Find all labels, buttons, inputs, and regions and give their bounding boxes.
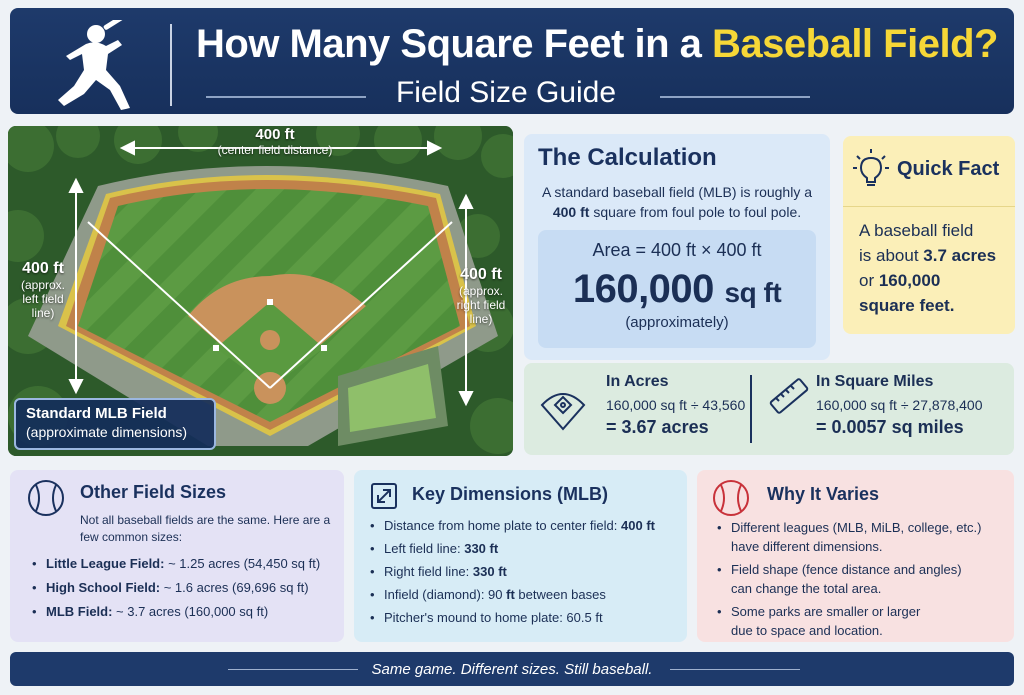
page-title: How Many Square Feet in a Baseball Field… xyxy=(196,22,998,66)
baseball-icon xyxy=(713,480,749,516)
left-dimension: 400 ft (approx. left field line) xyxy=(20,260,66,320)
why-it-varies-list: Different leagues (MLB, MiLB, college, e… xyxy=(717,518,1007,640)
area-formula: Area = 400 ft × 400 ft xyxy=(592,240,762,260)
ruler-icon xyxy=(769,378,809,414)
expand-arrows-icon xyxy=(371,483,397,509)
title-accent: Baseball Field? xyxy=(712,22,998,66)
quick-fact-card: Quick Fact A baseball field is about 3.7… xyxy=(843,136,1015,334)
key-dimensions-title: Key Dimensions (MLB) xyxy=(412,484,609,504)
field-photo-caption: Standard MLB Field (approximate dimensio… xyxy=(14,398,216,450)
header-banner: How Many Square Feet in a Baseball Field… xyxy=(10,8,1014,114)
list-item: Different leagues (MLB, MiLB, college, e… xyxy=(717,518,1007,556)
conversions-card: In Acres 160,000 sq ft ÷ 43,560 = 3.67 a… xyxy=(524,363,1014,455)
list-item: Pitcher's mound to home plate: 60.5 ft xyxy=(370,608,682,628)
calculation-card: The Calculation A standard baseball fiel… xyxy=(524,134,830,360)
list-item: Right field line: 330 ft xyxy=(370,562,682,582)
conversion-divider xyxy=(750,375,752,443)
area-result-note: (approximately) xyxy=(625,314,729,331)
list-item: Distance from home plate to center field… xyxy=(370,516,682,536)
list-item: Left field line: 330 ft xyxy=(370,539,682,559)
list-item: Infield (diamond): 90 ft between bases xyxy=(370,585,682,605)
calculation-title: The Calculation xyxy=(538,144,717,171)
subtitle-rule-left xyxy=(206,96,366,98)
list-item: Field shape (fence distance and angles)c… xyxy=(717,560,1007,598)
quick-fact-rule xyxy=(843,206,1015,207)
area-result: 160,000 sq ft xyxy=(572,267,782,311)
page-subtitle: Field Size Guide xyxy=(395,76,617,109)
key-dimensions-card: Key Dimensions (MLB) Distance from home … xyxy=(354,470,687,642)
field-photo: 400 ft (center field distance) 400 ft (a… xyxy=(8,126,513,456)
calculation-description: A standard baseball field (MLB) is rough… xyxy=(541,184,813,220)
other-field-sizes-title: Other Field Sizes xyxy=(80,482,227,502)
list-item: MLB Field: ~ 3.7 acres (160,000 sq ft) xyxy=(32,602,338,622)
calculation-result-box: Area = 400 ft × 400 ft 160,000 sq ft (ap… xyxy=(538,230,816,348)
why-it-varies-title: Why It Varies xyxy=(767,484,880,504)
lightbulb-icon xyxy=(853,149,889,186)
quick-fact-text: A baseball field is about 3.7 acres or 1… xyxy=(859,221,997,315)
other-field-sizes-note: Not all baseball fields are the same. He… xyxy=(80,513,331,544)
field-sizes-list: Little League Field: ~ 1.25 acres (54,45… xyxy=(32,554,338,622)
footer-rule-left xyxy=(228,669,358,670)
batter-silhouette-icon xyxy=(58,20,146,110)
square-miles-conversion: In Square Miles 160,000 sq ft ÷ 27,878,4… xyxy=(816,373,983,437)
acres-conversion: In Acres 160,000 sq ft ÷ 43,560 = 3.67 a… xyxy=(606,373,746,437)
list-item: Little League Field: ~ 1.25 acres (54,45… xyxy=(32,554,338,574)
key-dimensions-list: Distance from home plate to center field… xyxy=(370,516,682,628)
right-dimension: 400 ft (approx. right field line) xyxy=(456,266,506,326)
header-divider xyxy=(170,24,172,106)
quick-fact-title: Quick Fact xyxy=(897,158,1000,180)
subtitle-rule-right xyxy=(660,96,810,98)
list-item: High School Field: ~ 1.6 acres (69,696 s… xyxy=(32,578,338,598)
field-illustration xyxy=(8,126,513,456)
footer-banner: Same game. Different sizes. Still baseba… xyxy=(10,652,1014,686)
why-it-varies-card: Why It Varies Different leagues (MLB, Mi… xyxy=(697,470,1014,642)
other-field-sizes-card: Other Field Sizes Not all baseball field… xyxy=(10,470,344,642)
diamond-icon xyxy=(540,393,586,431)
top-dimension: 400 ft (center field distance) xyxy=(217,126,333,157)
footer-tagline: Same game. Different sizes. Still baseba… xyxy=(371,661,653,678)
footer-rule-right xyxy=(670,669,800,670)
baseball-icon xyxy=(28,480,64,516)
